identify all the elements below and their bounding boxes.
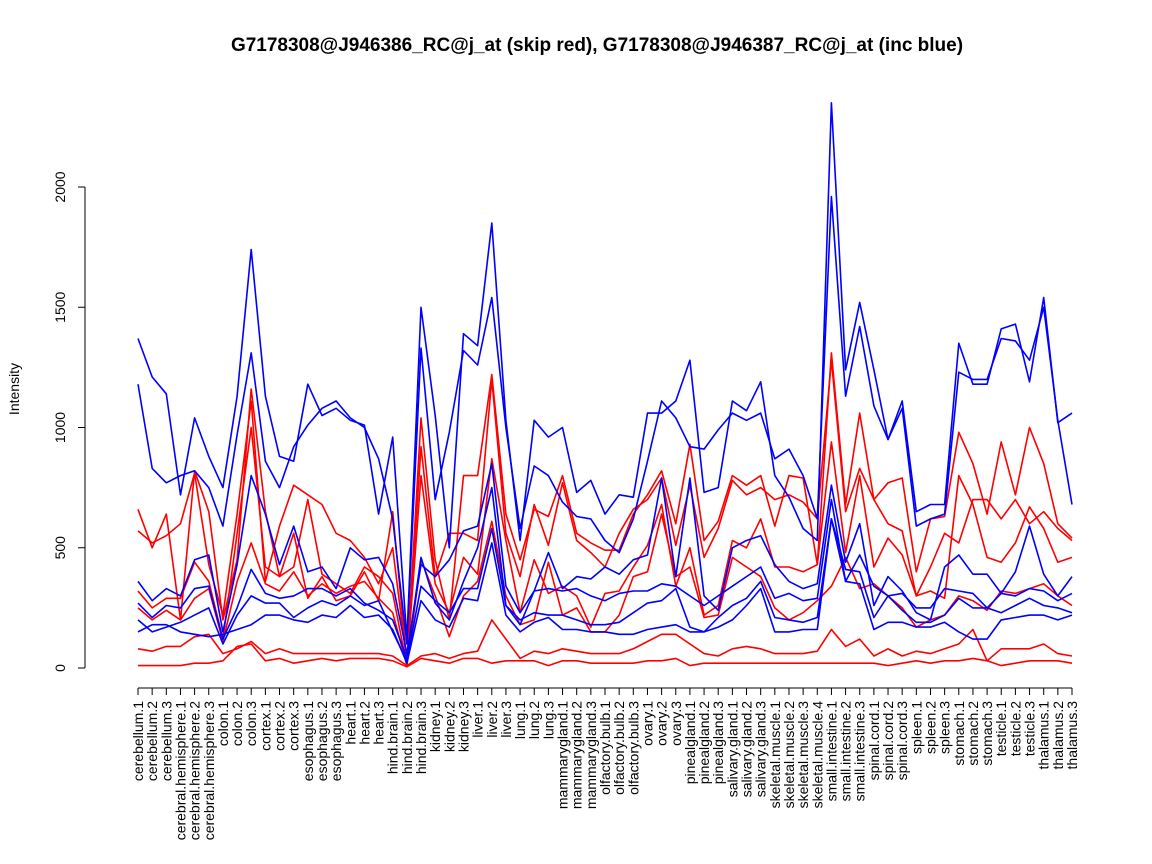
series-group [137,102,1073,668]
series-line-inc-6 [137,518,1073,665]
x-tick-label: kidney.3 [455,701,471,752]
x-tick-label: ovary.3 [668,701,684,746]
x-tick-label: lung.2 [526,701,542,739]
series-line-inc-4 [137,486,1073,660]
x-tick-label: ovary.1 [639,701,655,746]
x-tick-label: colon.2 [229,701,245,746]
x-tick-label: hind.brain.1 [385,701,401,774]
x-tick-label: liver.3 [498,701,514,738]
x-tick-label: esophagus.3 [328,701,344,781]
x-tick-label: salivary.gland.2 [739,701,755,797]
x-tick-label: skeletal.muscle.1 [767,701,783,809]
x-tick-label: esophagus.1 [300,701,316,781]
x-tick-label: mammarygland.2 [569,701,585,809]
x-tick-label: esophagus.2 [314,701,330,781]
x-tick-label: liver.2 [484,701,500,738]
x-tick-label: skeletal.muscle.2 [781,701,797,809]
x-tick-label: hind.brain.2 [399,701,415,774]
x-tick-label: skeletal.muscle.4 [809,701,825,809]
y-axis: 0 500 1000 1500 2000 [52,171,86,672]
x-tick-label: colon.3 [243,701,259,746]
y-tick-label: 1000 [52,412,68,443]
x-tick-label: cerebral.hemisphere.2 [187,701,203,841]
x-tick-label: testicle.1 [993,701,1009,756]
x-tick-label: olfactory.bulb.3 [625,701,641,795]
x-tick-label: spleen.1 [908,701,924,754]
x-tick-label: cortex.3 [286,701,302,751]
x-tick-label: thalamus.2 [1050,701,1066,770]
x-tick-label: skeletal.muscle.3 [795,701,811,809]
series-line-skip-3 [137,426,1073,667]
x-tick-label: stomach.3 [979,701,995,766]
x-axis: cerebellum.1cerebellum.2cerebellum.3cere… [130,687,1080,841]
x-tick-label: stomach.2 [965,701,981,766]
x-tick-label: thalamus.3 [1064,701,1080,770]
x-tick-label: spinal.cord.3 [894,701,910,781]
x-tick-label: thalamus.1 [1036,701,1052,770]
x-tick-label: heart.1 [342,701,358,745]
x-tick-label: cerebral.hemisphere.3 [201,701,217,841]
x-tick-label: cerebellum.1 [130,701,146,781]
x-tick-label: spleen.3 [937,701,953,754]
x-tick-label: spinal.cord.1 [866,701,882,781]
x-tick-label: cerebellum.2 [144,701,160,781]
y-tick-label: 500 [52,536,68,560]
x-tick-label: cortex.1 [257,701,273,751]
x-tick-label: olfactory.bulb.1 [597,701,613,795]
x-tick-label: salivary.gland.1 [724,701,740,797]
series-line-skip-5 [137,619,1073,667]
x-tick-label: heart.3 [371,701,387,745]
x-tick-label: stomach.1 [951,701,967,766]
x-tick-label: pinealgland.1 [682,701,698,785]
x-tick-label: heart.2 [356,701,372,745]
x-tick-label: small.intestine.3 [852,701,868,802]
x-tick-label: testicle.2 [1007,701,1023,756]
x-tick-label: testicle.3 [1022,701,1038,756]
x-tick-label: pinealgland.3 [710,701,726,785]
series-line-skip-4 [137,513,1073,667]
series-line-inc-5 [137,518,1073,662]
y-axis-label: Intensity [6,363,22,415]
x-tick-label: spinal.cord.2 [880,701,896,781]
x-tick-label: small.intestine.1 [823,701,839,802]
x-tick-label: mammarygland.1 [555,701,571,809]
x-tick-label: kidney.2 [441,701,457,752]
x-tick-label: salivary.gland.3 [753,701,769,797]
series-line-skip-6 [138,643,1073,668]
series-line-inc-2 [137,195,1073,645]
x-tick-label: pinealgland.2 [696,701,712,785]
y-tick-label: 2000 [52,171,68,202]
x-tick-label: lung.1 [512,701,528,739]
x-tick-label: mammarygland.3 [583,701,599,809]
x-tick-label: small.intestine.2 [838,701,854,802]
x-tick-label: olfactory.bulb.2 [611,701,627,795]
y-tick-label: 0 [52,664,68,672]
x-tick-label: lung.3 [540,701,556,739]
series-line-inc-1 [137,102,1073,640]
x-tick-label: kidney.1 [427,701,443,752]
x-tick-label: cerebellum.3 [158,701,174,781]
series-line-inc-3 [137,462,1073,655]
x-tick-label: ovary.2 [654,701,670,746]
x-tick-label: liver.1 [470,701,486,738]
chart-title: G7178308@J946386_RC@j_at (skip red), G71… [231,35,963,56]
x-tick-label: spleen.2 [922,701,938,754]
x-tick-label: cortex.2 [272,701,288,751]
x-tick-label: colon.1 [215,701,231,746]
y-tick-label: 1500 [52,291,68,322]
x-tick-label: hind.brain.3 [413,701,429,774]
series-line-skip-1 [137,352,1073,665]
x-tick-label: cerebral.hemisphere.1 [172,701,188,841]
